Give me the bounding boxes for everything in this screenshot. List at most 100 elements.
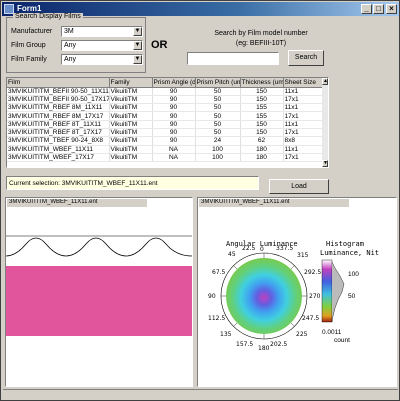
cell-family: VikuitiTM <box>109 103 153 113</box>
cell-family: VikuitiTM <box>109 153 153 163</box>
cell-prism-pitch: 50 <box>195 120 241 130</box>
film-family-value: Any <box>64 56 77 63</box>
left-panel-title: 3MVIKUITITM_WBEF_11X11.ent <box>7 199 147 207</box>
cell-prism-angle: 90 <box>152 95 196 105</box>
svg-text:292.5: 292.5 <box>304 269 321 276</box>
cell-prism-pitch: 100 <box>195 145 241 154</box>
cell-sheet-size: 11x1 <box>283 145 324 154</box>
table-row[interactable]: 3MVIKUITITM_RBEF 8T_11X11 VikuitiTM 90 50 15… <box>7 120 324 130</box>
cell-prism-angle: NA <box>152 145 196 154</box>
grid-vertical-scrollbar[interactable]: ▲ ▼ <box>322 78 328 167</box>
cell-prism-pitch: 100 <box>195 153 241 163</box>
svg-text:337.5: 337.5 <box>276 245 293 252</box>
group-title: Search Display Films <box>13 13 83 20</box>
cell-thickness: 180 <box>240 145 284 154</box>
film-group-value: Any <box>64 42 77 49</box>
maximize-button[interactable]: □ <box>373 4 384 14</box>
cell-film: 3MVIKUITITM_WBEF_11X11 <box>7 145 110 154</box>
histogram-min-value: 0.0011 <box>322 329 342 336</box>
model-search-label-line2: (eg: BEFIII-10T) <box>235 40 287 47</box>
table-row[interactable]: 3MVIKUITITM_TBEF 90-24_8X8 VikuitiTM 90 24 6… <box>7 136 324 146</box>
app-icon <box>4 4 14 14</box>
histogram-count-label: count <box>334 337 350 344</box>
or-label: OR <box>151 39 168 51</box>
manufacturer-label: Manufacturer <box>11 28 53 35</box>
cell-thickness: 150 <box>240 120 284 130</box>
film-group-label: Film Group <box>11 42 46 49</box>
manufacturer-value: 3M <box>64 28 74 35</box>
model-number-input[interactable] <box>187 52 279 65</box>
table-row[interactable]: 3MVIKUITITM_BEFII 90-50_17X17 VikuitiTM 90… <box>7 95 324 105</box>
cell-thickness: 150 <box>240 87 284 96</box>
minimize-button[interactable]: _ <box>361 4 372 14</box>
luminance-map <box>226 258 302 334</box>
scroll-down-icon[interactable]: ▼ <box>322 160 328 167</box>
films-grid[interactable]: Film Family Prism Angle (deg) Prism Pitc… <box>6 77 329 168</box>
chevron-down-icon[interactable]: ▼ <box>133 41 142 50</box>
table-row[interactable]: 3MVIKUITITM_RBEF 8M_17X17 VikuitiTM 90 50 15… <box>7 111 324 121</box>
film-substrate-fill <box>6 266 192 336</box>
table-row[interactable]: 3MVIKUITITM_RBEF 8M_11X11 VikuitiTM 90 50 15… <box>7 103 324 113</box>
column-header-sheet-size[interactable]: Sheet Size <box>283 78 324 88</box>
chevron-down-icon[interactable]: ▼ <box>133 55 142 64</box>
cell-prism-angle: 90 <box>152 128 196 138</box>
table-row[interactable]: 3MVIKUITITM_RBEF 8T_17X17 VikuitiTM 90 50 15… <box>7 128 324 138</box>
cell-prism-angle: 90 <box>152 120 196 130</box>
cell-film: 3MVIKUITITM_TBEF 90-24_8X8 <box>7 136 110 146</box>
svg-text:45: 45 <box>228 251 236 258</box>
histogram-tick-50: 50 <box>348 293 356 300</box>
close-button[interactable]: × <box>386 4 397 14</box>
svg-text:270: 270 <box>309 293 321 300</box>
scroll-up-icon[interactable]: ▲ <box>322 78 328 85</box>
column-header-thickness[interactable]: Thickness (um) <box>240 78 284 88</box>
cell-thickness: 155 <box>240 103 284 113</box>
film-family-select[interactable]: Any ▼ <box>61 54 143 65</box>
column-header-prism-pitch[interactable]: Prism Pitch (um) <box>195 78 241 88</box>
table-row[interactable]: 3MVIKUITITM_WBEF_11X11 VikuitiTM NA 100 180 1… <box>7 145 324 154</box>
table-row[interactable]: 3MVIKUITITM_BEFII 90-50_11X11 VikuitiTM 90… <box>7 87 324 96</box>
film-family-label: Film Family <box>11 56 47 63</box>
column-header-family[interactable]: Family <box>109 78 153 88</box>
cell-thickness: 150 <box>240 95 284 105</box>
column-header-film[interactable]: Film <box>7 78 110 88</box>
histogram-colorbar <box>321 259 333 323</box>
cell-sheet-size: 17x1 <box>283 128 324 138</box>
histogram-title: Histogram <box>326 240 364 248</box>
cell-prism-pitch: 50 <box>195 95 241 105</box>
luminance-plot: Angular Luminance 0 45 90 135 180 225 27… <box>208 240 379 352</box>
window-title: Form1 <box>17 4 42 13</box>
cell-film: 3MVIKUITITM_WBEF_17X17 <box>7 153 110 163</box>
search-button[interactable]: Search <box>288 50 324 66</box>
table-row[interactable]: 3MVIKUITITM_WBEF_17X17 VikuitiTM NA 100 180 1… <box>7 153 324 163</box>
svg-text:135: 135 <box>220 331 232 338</box>
chevron-down-icon[interactable]: ▼ <box>133 27 142 36</box>
column-header-prism-angle[interactable]: Prism Angle (deg) <box>152 78 196 88</box>
histogram-tick-100: 100 <box>348 271 359 278</box>
right-luminance-panel: 3MVIKUITITM_WBEF_11X11.ent <box>197 197 397 387</box>
svg-text:225: 225 <box>296 331 308 338</box>
svg-text:22.5: 22.5 <box>242 245 256 252</box>
cell-prism-pitch: 50 <box>195 103 241 113</box>
svg-text:315: 315 <box>297 252 309 259</box>
title-bar[interactable]: Form1 _ □ × <box>2 2 399 16</box>
cell-prism-pitch: 50 <box>195 87 241 96</box>
left-profile-panel: 3MVIKUITITM_WBEF_11X11.ent <box>5 197 193 387</box>
cell-prism-angle: NA <box>152 153 196 163</box>
svg-text:157.5: 157.5 <box>236 341 253 348</box>
cell-prism-angle: 90 <box>152 103 196 113</box>
histogram-subtitle: Luminance, Nit <box>320 249 379 257</box>
cell-film: 3MVIKUITITM_RBEF 8M_11X11 <box>7 103 110 113</box>
film-profile-graphic <box>6 235 192 336</box>
search-display-films-group: Search Display Films Manufacturer 3M ▼ F… <box>6 13 146 73</box>
cell-prism-angle: 90 <box>152 111 196 121</box>
svg-text:90: 90 <box>208 293 216 300</box>
cell-sheet-size: 8x8 <box>283 136 324 146</box>
manufacturer-select[interactable]: 3M ▼ <box>61 26 143 37</box>
load-button[interactable]: Load <box>269 179 329 194</box>
films-table: Film Family Prism Angle (deg) Prism Pitc… <box>7 78 324 163</box>
cell-sheet-size: 17x1 <box>283 95 324 105</box>
cell-film: 3MVIKUITITM_RBEF 8T_11X11 <box>7 120 110 130</box>
cell-family: VikuitiTM <box>109 145 153 154</box>
film-group-select[interactable]: Any ▼ <box>61 40 143 51</box>
